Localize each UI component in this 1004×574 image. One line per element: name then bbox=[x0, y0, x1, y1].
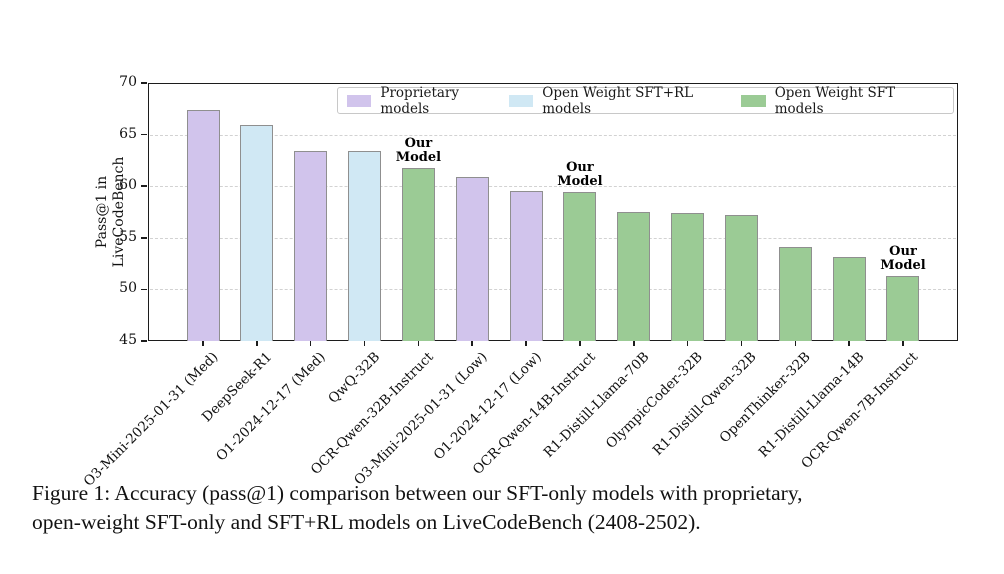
y-tick bbox=[141, 340, 147, 342]
bar bbox=[778, 247, 812, 341]
legend-label: Open Weight SFT models bbox=[774, 84, 896, 117]
chart-legend: Proprietary models Open Weight SFT+RL mo… bbox=[337, 84, 954, 117]
y-tick-label: 65 bbox=[119, 125, 137, 142]
our-model-annotation: Our Model bbox=[880, 243, 926, 273]
x-tick bbox=[848, 341, 850, 346]
our-model-annotation: Our Model bbox=[557, 160, 603, 190]
y-tick bbox=[141, 185, 147, 187]
x-axis-label: QwQ-32B bbox=[324, 349, 383, 407]
bar bbox=[294, 151, 328, 341]
bar bbox=[455, 176, 489, 341]
x-axis-label: O3-Mini-2025-01-31 (Med) bbox=[80, 349, 222, 490]
gridline bbox=[150, 134, 956, 136]
x-tick bbox=[579, 341, 581, 346]
x-tick bbox=[902, 341, 904, 346]
bar bbox=[671, 213, 705, 341]
bar bbox=[240, 125, 274, 341]
x-tick bbox=[632, 341, 635, 346]
x-tick bbox=[309, 341, 312, 346]
x-tick bbox=[417, 341, 420, 346]
legend-item-open-weight-sft: Open Weight SFT models bbox=[741, 85, 944, 117]
x-axis-label: R1-Distill-Qwen-32B bbox=[649, 349, 760, 459]
x-tick bbox=[525, 341, 527, 346]
figure-caption-line1: Figure 1: Accuracy (pass@1) comparison b… bbox=[32, 481, 803, 505]
figure-caption-line2: open-weight SFT-only and SFT+RL models o… bbox=[32, 510, 701, 534]
x-tick bbox=[256, 341, 258, 346]
bar bbox=[617, 212, 651, 341]
x-axis-label: O1-2024-12-17 (Med) bbox=[213, 349, 330, 465]
x-axis-label: O1-2024-12-17 (Low) bbox=[430, 349, 545, 464]
y-tick bbox=[141, 82, 147, 84]
y-tick-label: 60 bbox=[119, 177, 137, 194]
x-tick bbox=[740, 341, 743, 346]
bar bbox=[724, 215, 758, 341]
bar bbox=[509, 191, 543, 341]
x-tick bbox=[686, 341, 689, 346]
y-axis-title: Pass@1 in LiveCodeBench bbox=[94, 156, 127, 268]
x-axis-label: R1-Distill-Llama-14B bbox=[755, 349, 868, 461]
x-axis-label: OlympicCoder-32B bbox=[603, 349, 706, 452]
figure-caption: Figure 1: Accuracy (pass@1) comparison b… bbox=[32, 479, 987, 537]
legend-item-open-weight-sft-rl: Open Weight SFT+RL models bbox=[508, 84, 741, 117]
bar bbox=[401, 167, 435, 341]
legend-item-proprietary: Proprietary models bbox=[347, 85, 509, 117]
y-tick bbox=[141, 133, 147, 136]
bar bbox=[832, 257, 866, 341]
our-model-annotation: Our Model bbox=[395, 135, 442, 165]
x-tick bbox=[794, 341, 797, 346]
bar bbox=[186, 109, 220, 341]
legend-label: Proprietary models bbox=[380, 84, 460, 117]
x-axis-label: OpenThinker-32B bbox=[716, 349, 814, 447]
gridline bbox=[150, 186, 956, 188]
y-tick-label: 70 bbox=[119, 74, 137, 90]
chart-plot-area bbox=[148, 83, 958, 341]
x-tick bbox=[202, 341, 204, 346]
legend-swatch-open-weight-sft-rl bbox=[508, 94, 534, 107]
legend-swatch-proprietary bbox=[347, 94, 372, 107]
legend-swatch-open-weight-sft bbox=[741, 94, 766, 107]
x-tick bbox=[471, 341, 474, 346]
x-axis-label: R1-Distill-Llama-70B bbox=[540, 349, 653, 461]
bar bbox=[886, 275, 920, 341]
y-tick-label: 50 bbox=[119, 280, 137, 297]
gridline bbox=[150, 237, 956, 239]
x-tick bbox=[363, 341, 366, 346]
bar bbox=[563, 192, 597, 341]
y-tick bbox=[141, 237, 147, 239]
y-tick-label: 55 bbox=[119, 228, 137, 245]
bar bbox=[348, 151, 382, 341]
y-tick-label: 45 bbox=[119, 332, 137, 348]
gridline bbox=[150, 289, 956, 291]
y-tick bbox=[141, 288, 147, 291]
legend-label: Open Weight SFT+RL models bbox=[542, 84, 694, 117]
